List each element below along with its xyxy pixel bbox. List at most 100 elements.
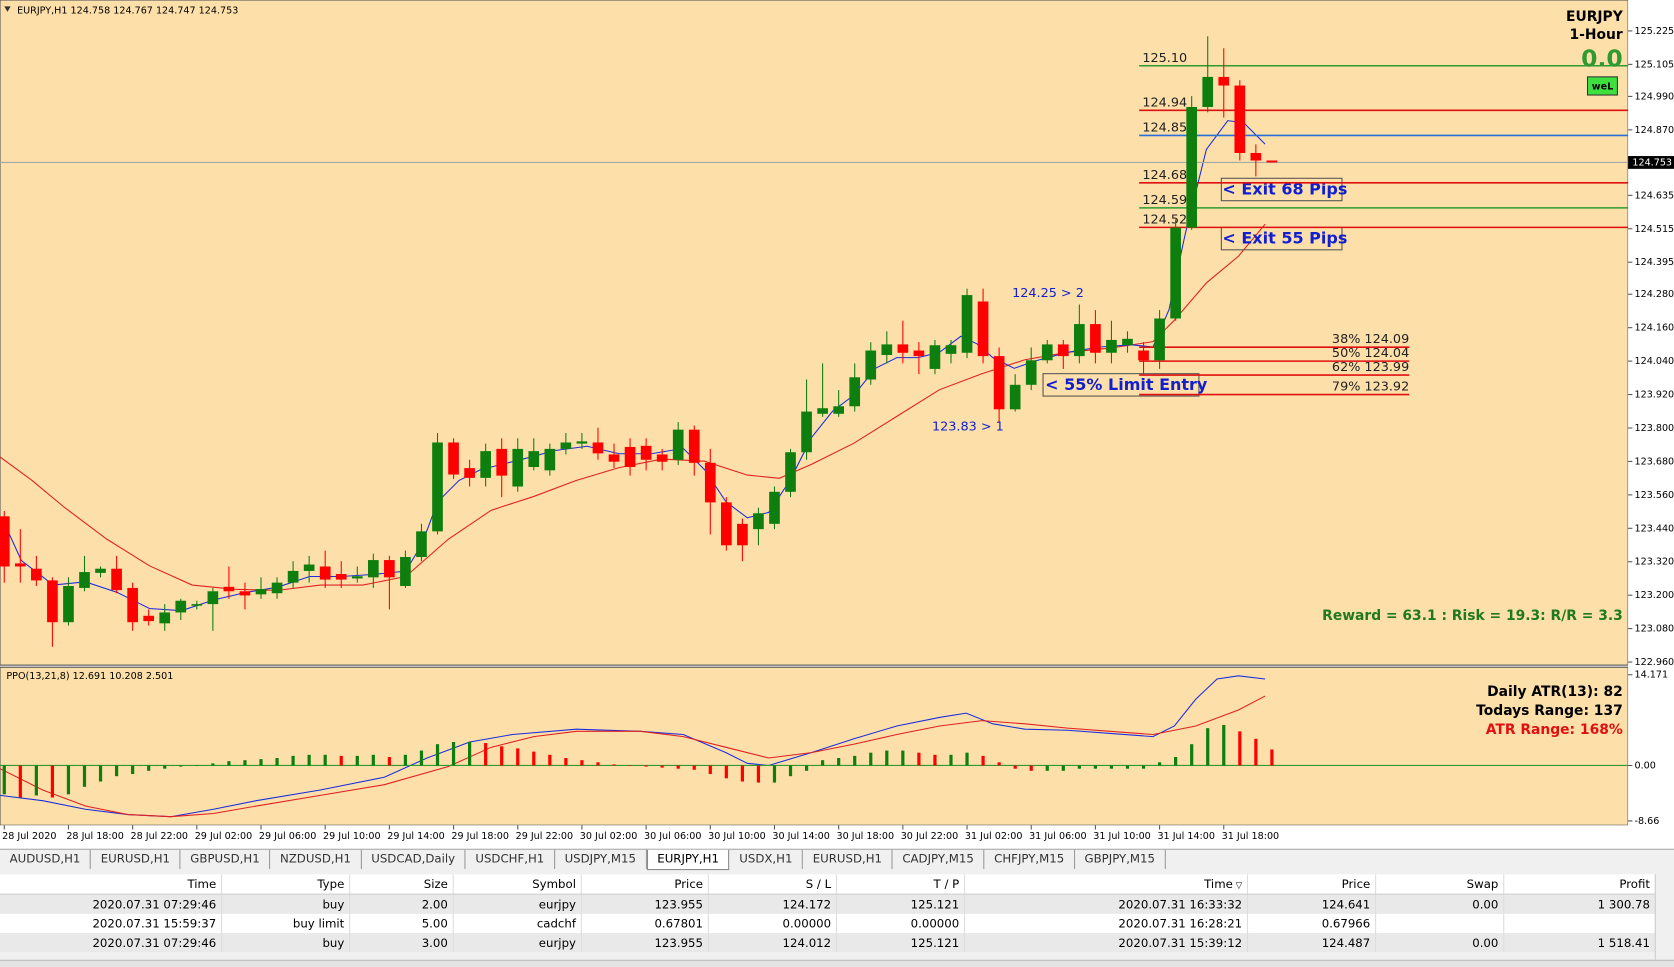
candle-body <box>1234 85 1246 153</box>
column-header[interactable]: S / L <box>707 874 837 895</box>
candle-body <box>544 448 556 471</box>
cell: 2020.07.31 15:59:37 <box>0 913 222 934</box>
y-tick-label: 123.680 <box>1634 456 1674 467</box>
histogram-bar <box>435 744 440 766</box>
cell: 1 300.78 <box>1503 894 1656 914</box>
histogram-bar <box>387 756 391 766</box>
candle-body <box>1057 344 1069 357</box>
reward-risk: Reward = 63.1 : Risk = 19.3: R/R = 3.3 <box>1322 608 1623 624</box>
column-header[interactable]: Type <box>220 874 350 895</box>
level-label: 124.59 <box>1142 193 1187 208</box>
histogram-bar <box>1093 765 1098 769</box>
fib-label: 50% 124.04 <box>1332 346 1409 361</box>
histogram-bar <box>484 743 488 766</box>
histogram-bar <box>243 760 247 766</box>
candle-body <box>159 612 171 624</box>
candle-body <box>287 570 299 583</box>
histogram-bar <box>1109 765 1114 769</box>
histogram-bar <box>821 760 825 766</box>
chart-tab[interactable]: USDCHF,H1 <box>466 849 555 870</box>
chart-tab[interactable]: USDJPY,M15 <box>555 849 647 870</box>
candle-body <box>1009 384 1021 410</box>
cell: 2020.07.31 16:28:21 <box>964 913 1248 934</box>
candle-body <box>271 582 283 594</box>
column-header[interactable]: Price <box>1246 874 1376 895</box>
chart-tab[interactable]: USDCAD,Daily <box>362 849 466 870</box>
candle-body <box>191 604 203 606</box>
chart-tab[interactable]: CADJPY,M15 <box>893 849 985 870</box>
candle-body <box>1138 350 1149 361</box>
cell: 124.012 <box>707 933 837 953</box>
level-label: 124.68 <box>1142 168 1187 183</box>
indicator-title: PPO(13,21,8) 12.691 10.208 2.501 <box>6 671 173 682</box>
y-tick-label: 123.440 <box>1634 523 1674 534</box>
histogram-bar <box>1045 765 1049 771</box>
cell: 0.00000 <box>835 913 965 934</box>
column-header[interactable]: Symbol <box>452 874 582 895</box>
chart-tab[interactable]: EURJPY,H1 <box>646 849 730 871</box>
candle-body <box>175 600 187 613</box>
chart-tabs: AUDUSD,H1 EURUSD,H1 GBPUSD,H1 NZDUSD,H1 USDC… <box>0 848 1674 872</box>
trade-row[interactable]: 2020.07.31 07:29:46 buy 2.00 eurjpy 123.955 1… <box>0 894 1656 914</box>
level-label: 124.85 <box>1142 120 1187 135</box>
annotation: < Exit 55 Pips <box>1222 229 1347 248</box>
chart-tab[interactable]: GBPUSD,H1 <box>181 849 271 870</box>
x-tick-label: 31 Jul 02:00 <box>965 831 1023 842</box>
histogram-bar <box>163 765 167 769</box>
fib-label: 38% 124.09 <box>1332 332 1409 347</box>
histogram-bar <box>66 765 71 795</box>
candle-body <box>384 560 395 578</box>
candle-body <box>721 502 732 546</box>
column-header[interactable]: Swap <box>1375 874 1504 895</box>
cell <box>1503 913 1656 934</box>
histogram-bar <box>1141 765 1146 769</box>
histogram-bar <box>114 765 119 777</box>
column-header-text: Symbol <box>532 877 576 891</box>
trade-row[interactable]: 2020.07.31 15:59:37 buy limit 5.00 cadchf 0.… <box>0 913 1656 934</box>
candle-body <box>656 454 668 462</box>
y-tick-label: 123.080 <box>1634 624 1674 635</box>
column-header-text: Swap <box>1466 877 1499 891</box>
candle-body <box>1041 344 1053 361</box>
histogram-bar <box>82 765 87 787</box>
column-header[interactable]: Price <box>580 874 709 895</box>
histogram-bar <box>628 765 632 767</box>
chart-tab[interactable]: CHFJPY,M15 <box>985 849 1075 870</box>
cell: cadchf <box>452 913 582 934</box>
column-header[interactable]: Profit <box>1503 874 1656 895</box>
histogram-bar <box>708 765 712 775</box>
x-tick-label: 30 Jul 06:00 <box>644 831 702 842</box>
trade-table: Time Type Size Symbol Price S / L T / P Time ▽ P… <box>0 874 1656 953</box>
scrollbar[interactable] <box>1654 874 1674 960</box>
column-header[interactable]: Time <box>0 874 222 895</box>
cell: eurjpy <box>452 933 582 953</box>
x-tick-label: 29 Jul 14:00 <box>387 831 445 842</box>
histogram-bar <box>500 746 504 766</box>
column-header[interactable]: Time ▽ <box>964 874 1248 895</box>
chart-tab[interactable]: NZDUSD,H1 <box>270 849 362 870</box>
column-header[interactable]: T / P <box>835 874 965 895</box>
y-tick-label: 122.960 <box>1634 657 1674 668</box>
cell: 3.00 <box>349 933 454 953</box>
histogram-bar <box>917 752 921 766</box>
histogram-bar <box>34 765 38 796</box>
wel-button[interactable] <box>1586 76 1618 96</box>
x-tick-label: 31 Jul 14:00 <box>1157 831 1215 842</box>
chart-tab[interactable]: AUDUSD,H1 <box>0 849 92 870</box>
histogram-bar <box>853 755 857 766</box>
chart-tab[interactable]: GBPJPY,M15 <box>1075 849 1166 870</box>
y-tick-label: 124.280 <box>1634 289 1674 300</box>
chart-tab[interactable]: USDX,H1 <box>730 849 804 870</box>
chart-tab[interactable]: EURUSD,H1 <box>803 849 893 870</box>
chart-tab[interactable]: EURUSD,H1 <box>91 849 181 870</box>
candle-body <box>1122 338 1133 346</box>
candle-body <box>239 591 251 596</box>
column-header[interactable]: Size <box>349 874 454 895</box>
trade-row[interactable]: 2020.07.31 07:29:46 buy 3.00 eurjpy 123.955 1… <box>0 933 1656 953</box>
y-tick-label: 125.105 <box>1634 59 1674 70</box>
candle-body <box>351 576 363 579</box>
histogram-bar <box>131 765 135 775</box>
y-tick-label: 124.870 <box>1634 125 1674 136</box>
histogram-bar <box>147 765 151 771</box>
